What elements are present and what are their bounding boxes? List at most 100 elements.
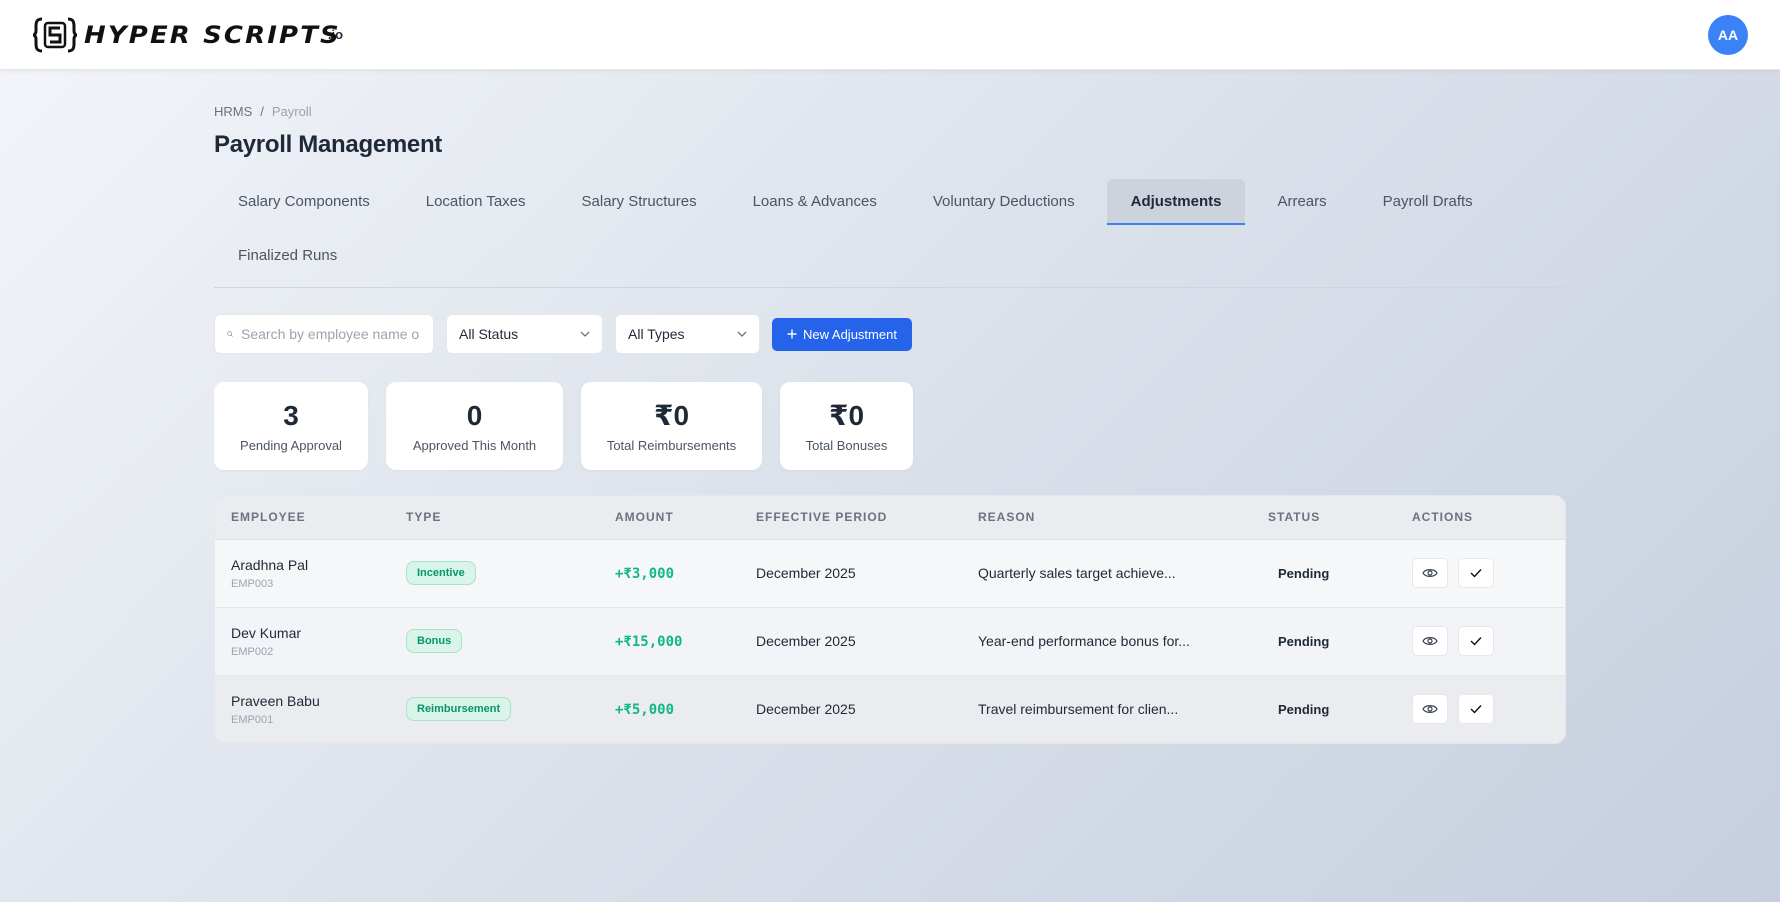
- employee-name: Aradhna Pal: [231, 556, 309, 573]
- column-header: TYPE: [390, 496, 599, 540]
- logo-suffix: .io: [327, 27, 344, 42]
- search-input[interactable]: [241, 326, 421, 342]
- type-badge: Bonus: [406, 629, 463, 653]
- column-header: ACTIONS: [1396, 496, 1565, 540]
- adjustments-table: EMPLOYEE TYPE AMOUNT EFFECTIVE PERIOD RE…: [214, 495, 1566, 744]
- tab-location-taxes[interactable]: Location Taxes: [425, 192, 526, 210]
- employee-cell: Aradhna Pal EMP003: [215, 539, 390, 607]
- type-cell: Bonus: [390, 607, 599, 675]
- stat-label: Total Bonuses: [805, 438, 888, 453]
- chevron-down-icon: [737, 331, 747, 337]
- logo[interactable]: HYPER SCRIPTS .io: [32, 15, 343, 55]
- reason-cell: Quarterly sales target achieve...: [978, 565, 1176, 581]
- type-cell: Reimbursement: [390, 675, 599, 743]
- tab-arrears[interactable]: Arrears: [1277, 192, 1327, 210]
- stat-card-approved: 0 Approved This Month: [386, 382, 563, 470]
- column-header: AMOUNT: [599, 496, 740, 540]
- search-icon: [227, 331, 233, 337]
- breadcrumb: HRMS / Payroll: [214, 104, 1566, 119]
- actions-cell: [1396, 539, 1565, 607]
- column-header: EMPLOYEE: [215, 496, 390, 540]
- tab-salary-structures[interactable]: Salary Structures: [581, 192, 697, 210]
- amount-value: +₹15,000: [615, 633, 683, 650]
- plus-icon: [787, 329, 797, 339]
- table-row: Aradhna Pal EMP003 Incentive +₹3,000 Dec…: [215, 539, 1565, 607]
- actions-cell: [1396, 675, 1565, 743]
- breadcrumb-root[interactable]: HRMS: [214, 104, 253, 119]
- employee-cell: Praveen Babu EMP001: [215, 675, 390, 743]
- stats-row: 3 Pending Approval 0 Approved This Month…: [214, 382, 1566, 470]
- tab-adjustments[interactable]: Adjustments: [1106, 179, 1246, 225]
- view-button[interactable]: [1412, 626, 1448, 656]
- toolbar: All Status All Types New Adjustment: [214, 314, 1566, 354]
- eye-icon: [1422, 705, 1438, 714]
- employee-id: EMP003: [231, 577, 274, 590]
- type-filter-value: All Types: [628, 326, 685, 342]
- table-row: Dev Kumar EMP002 Bonus +₹15,000 December…: [215, 607, 1565, 675]
- view-button[interactable]: [1412, 558, 1448, 588]
- type-cell: Incentive: [390, 539, 599, 607]
- eye-icon: [1422, 569, 1438, 577]
- search-box: [214, 314, 434, 354]
- page-title: Payroll Management: [214, 131, 443, 158]
- stat-label: Total Reimbursements: [606, 438, 737, 453]
- amount-value: +₹3,000: [615, 565, 675, 582]
- logo-text: HYPER SCRIPTS: [84, 20, 341, 49]
- eye-icon: [1422, 637, 1438, 645]
- reason-cell: Year-end performance bonus for...: [978, 633, 1190, 649]
- stat-value: ₹0: [828, 400, 865, 431]
- tab-loans-advances[interactable]: Loans & Advances: [752, 192, 877, 210]
- employee-name: Praveen Babu: [231, 692, 320, 709]
- approve-button[interactable]: [1458, 558, 1494, 588]
- view-button[interactable]: [1412, 694, 1448, 725]
- employee-id: EMP002: [231, 645, 274, 658]
- type-filter-select[interactable]: All Types: [615, 314, 760, 354]
- tab-finalized-runs[interactable]: Finalized Runs: [238, 246, 338, 264]
- check-icon: [1470, 569, 1482, 578]
- type-badge: Incentive: [406, 561, 476, 585]
- status-filter-value: All Status: [459, 326, 519, 342]
- top-bar: HYPER SCRIPTS .io AA: [0, 0, 1780, 70]
- status-filter-select[interactable]: All Status: [446, 314, 603, 354]
- column-header: STATUS: [1252, 496, 1396, 540]
- new-adjustment-label: New Adjustment: [803, 326, 897, 342]
- tab-salary-components[interactable]: Salary Components: [238, 192, 370, 210]
- stat-card-bonuses: ₹0 Total Bonuses: [780, 382, 913, 470]
- amount-cell: +₹5,000: [599, 675, 740, 743]
- stat-value: 0: [466, 399, 483, 431]
- approve-button[interactable]: [1458, 694, 1494, 725]
- logo-icon: [32, 17, 78, 52]
- stat-label: Approved This Month: [412, 437, 537, 453]
- tab-payroll-drafts[interactable]: Payroll Drafts: [1382, 192, 1473, 210]
- status-cell: Pending: [1252, 675, 1396, 743]
- breadcrumb-current: Payroll: [271, 104, 312, 119]
- column-header: REASON: [962, 496, 1252, 540]
- avatar[interactable]: AA: [1708, 14, 1748, 55]
- reason-cell: Travel reimbursement for clien...: [978, 701, 1179, 718]
- approve-button[interactable]: [1458, 626, 1494, 656]
- status-cell: Pending: [1252, 607, 1396, 675]
- stat-card-reimbursements: ₹0 Total Reimbursements: [581, 382, 762, 470]
- period-cell: December 2025: [756, 701, 856, 718]
- breadcrumb-separator: /: [260, 104, 264, 119]
- employee-cell: Dev Kumar EMP002: [215, 607, 390, 675]
- tab-bar: Salary Components Location Taxes Salary …: [214, 179, 1566, 288]
- stat-value: ₹0: [653, 400, 690, 431]
- column-header: EFFECTIVE PERIOD: [740, 496, 962, 540]
- status-badge: Pending: [1278, 702, 1330, 718]
- status-badge: Pending: [1278, 566, 1330, 581]
- period-cell: December 2025: [756, 565, 856, 581]
- main-content: HRMS / Payroll Payroll Management Salary…: [214, 70, 1566, 744]
- employee-name: Dev Kumar: [231, 624, 302, 641]
- chevron-down-icon: [580, 331, 590, 337]
- status-cell: Pending: [1252, 539, 1396, 607]
- amount-value: +₹5,000: [615, 701, 675, 718]
- stat-card-pending: 3 Pending Approval: [214, 382, 368, 470]
- check-icon: [1470, 637, 1482, 646]
- stat-label: Pending Approval: [240, 437, 342, 453]
- tab-voluntary-deductions[interactable]: Voluntary Deductions: [932, 192, 1075, 210]
- employee-id: EMP001: [231, 713, 274, 726]
- amount-cell: +₹3,000: [599, 539, 740, 607]
- table-row: Praveen Babu EMP001 Reimbursement +₹5,00…: [215, 675, 1565, 743]
- new-adjustment-button[interactable]: New Adjustment: [772, 317, 912, 351]
